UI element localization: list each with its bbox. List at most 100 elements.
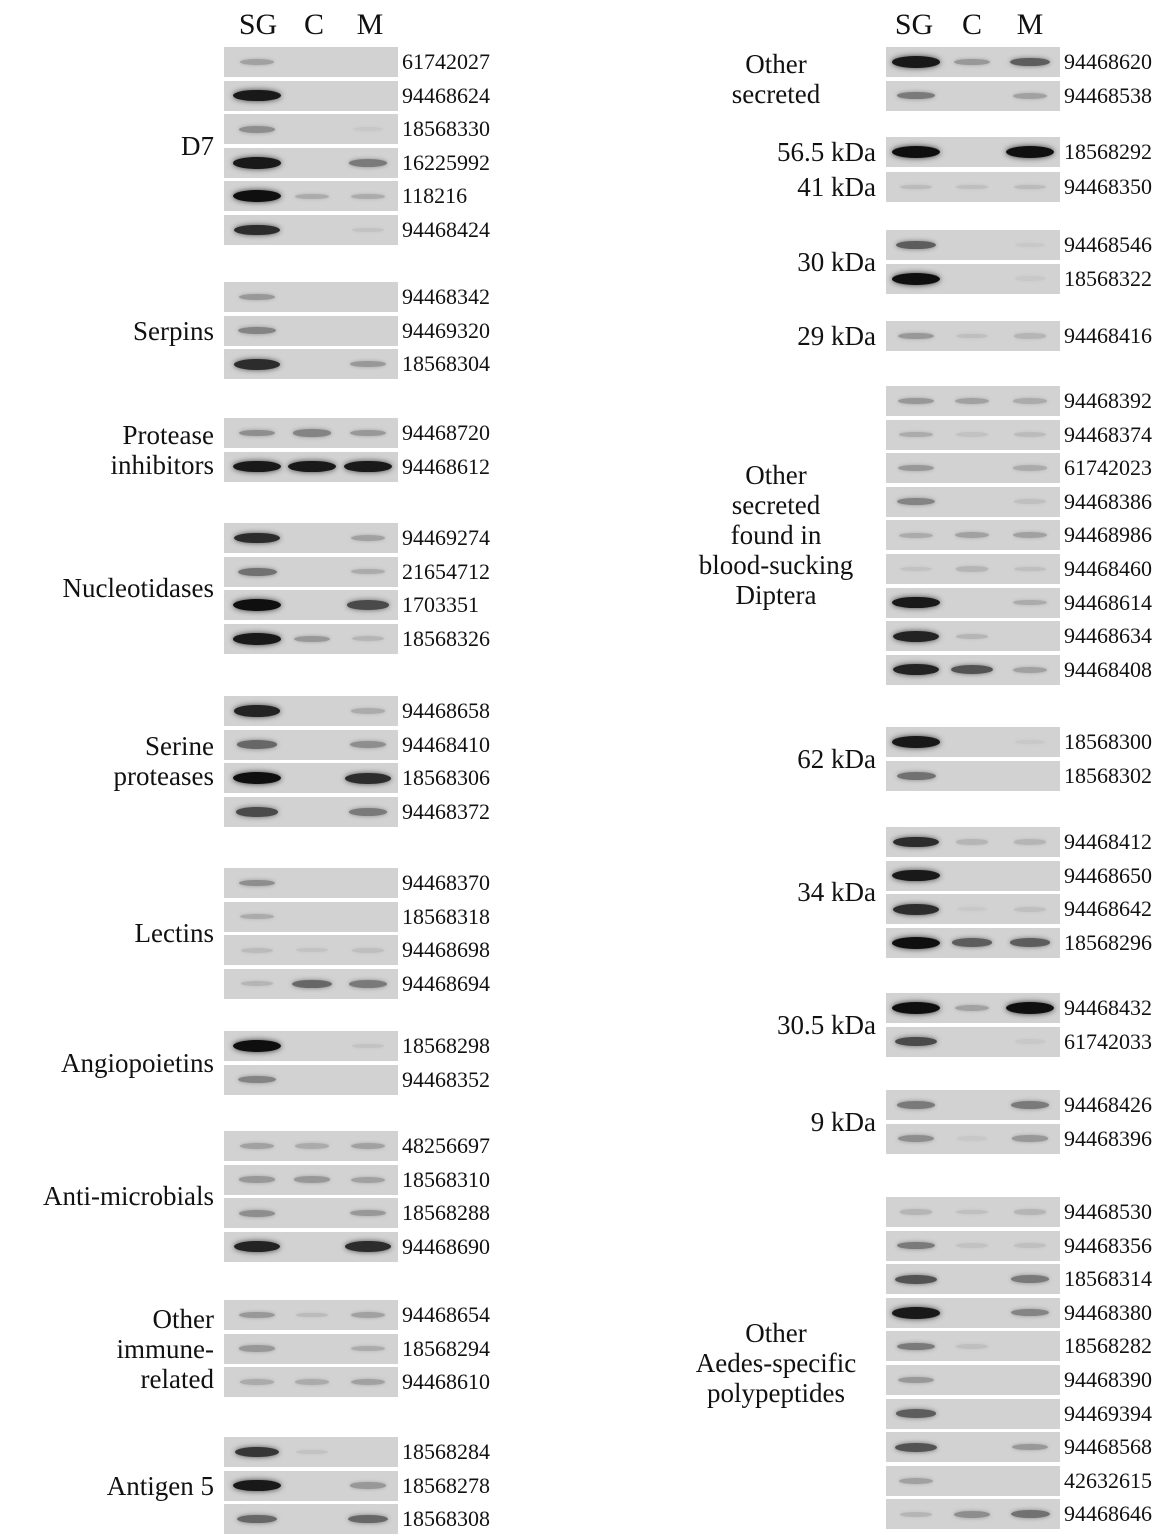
band-lane-m xyxy=(1013,1209,1047,1215)
band-lane-sg xyxy=(238,429,276,437)
gel-row xyxy=(224,215,398,245)
band-lane-sg xyxy=(897,498,935,506)
gel-row xyxy=(886,1026,1060,1057)
accession-label: 94468620 xyxy=(1064,49,1152,74)
accession-label: 94468374 xyxy=(1064,421,1152,447)
band-lane-c xyxy=(288,460,336,473)
group-label: Antigen 5 xyxy=(106,1470,214,1501)
accession-label: 94468614 xyxy=(1064,589,1152,615)
accession-label: 94468530 xyxy=(1064,1199,1152,1224)
group-label: 29 kDa xyxy=(797,321,876,351)
group-label: 30 kDa xyxy=(797,246,876,277)
group-label: Protease inhibitors xyxy=(110,419,214,480)
band-lane-sg xyxy=(238,125,276,133)
band-lane-sg xyxy=(240,913,274,920)
accession-label: 94468370 xyxy=(402,870,490,895)
band-lane-sg xyxy=(240,1379,274,1385)
accession-label: 94468658 xyxy=(402,698,490,723)
band-lane-sg xyxy=(895,1409,937,1418)
band-lane-c xyxy=(296,947,328,953)
gel-row xyxy=(224,418,398,448)
accession-label: 94468432 xyxy=(1064,995,1152,1020)
accession-label: 94469274 xyxy=(402,525,490,550)
accession-label: 94468390 xyxy=(1064,1367,1152,1392)
gel-row xyxy=(224,80,398,111)
gel-row xyxy=(886,1365,1060,1395)
gel-row xyxy=(224,1164,398,1195)
band-lane-c xyxy=(293,429,331,437)
band-lane-sg xyxy=(896,1241,936,1250)
band-lane-sg xyxy=(233,460,281,473)
band-lane-sg xyxy=(239,1143,275,1149)
band-lane-m xyxy=(345,1241,391,1253)
gel-row xyxy=(224,590,398,621)
band-lane-c xyxy=(955,633,989,639)
gel-row xyxy=(224,935,398,966)
band-lane-m xyxy=(1014,1039,1046,1044)
band-lane-sg xyxy=(892,936,940,949)
accession-label: 18568298 xyxy=(402,1033,490,1058)
accession-label: 18568278 xyxy=(402,1472,490,1498)
band-lane-sg xyxy=(233,89,281,102)
group-label: 62 kDa xyxy=(797,743,876,774)
gel-row xyxy=(886,321,1060,351)
gel-row xyxy=(224,763,398,794)
band-lane-m xyxy=(352,227,384,233)
band-lane-c xyxy=(956,1343,988,1349)
band-lane-m xyxy=(1010,1510,1050,1519)
accession-label: 61742027 xyxy=(402,49,490,74)
gel-row xyxy=(886,453,1060,484)
band-lane-sg xyxy=(234,532,280,544)
accession-label: 94468396 xyxy=(1064,1125,1152,1151)
accession-label: 94468624 xyxy=(402,82,490,108)
band-lane-sg xyxy=(894,1036,938,1047)
band-lane-c xyxy=(951,938,993,948)
band-lane-sg xyxy=(240,981,274,987)
accession-label: 1703351 xyxy=(402,592,479,618)
group-label: Anti-microbials xyxy=(43,1181,214,1212)
gel-row xyxy=(886,47,1060,77)
band-lane-m xyxy=(1006,1002,1054,1014)
band-lane-sg xyxy=(892,1002,940,1014)
band-lane-sg xyxy=(898,1477,934,1484)
band-lane-sg xyxy=(892,736,940,748)
accession-label: 94468372 xyxy=(402,798,490,824)
gel-row xyxy=(886,1264,1060,1295)
band-lane-c xyxy=(956,1136,988,1141)
accession-label: 18568326 xyxy=(402,625,490,651)
accession-label: 94468634 xyxy=(1064,623,1152,649)
accession-label: 94468986 xyxy=(1064,522,1152,548)
accession-label: 94468342 xyxy=(402,284,490,309)
band-lane-sg xyxy=(899,532,933,539)
band-lane-c xyxy=(295,1143,329,1149)
band-lane-m xyxy=(351,636,385,642)
band-lane-sg xyxy=(898,1376,934,1384)
band-lane-c xyxy=(954,1005,990,1011)
accession-label: 94468426 xyxy=(1064,1092,1152,1117)
band-lane-m xyxy=(1012,1443,1048,1451)
group-label: Other Aedes-specific polypeptides xyxy=(695,1318,857,1409)
band-lane-m xyxy=(348,158,388,167)
band-lane-sg xyxy=(893,903,939,915)
band-lane-c xyxy=(294,1176,330,1183)
band-lane-sg xyxy=(233,705,281,717)
group-label: D7 xyxy=(181,131,214,161)
band-lane-sg xyxy=(238,879,276,887)
lane-label-m-left: M xyxy=(356,8,384,41)
band-lane-c xyxy=(955,566,989,572)
band-lane-m xyxy=(1013,599,1047,606)
band-lane-sg xyxy=(237,567,277,576)
band-lane-m xyxy=(346,600,390,610)
accession-label: 18568304 xyxy=(402,351,490,377)
accession-label: 94468646 xyxy=(1064,1501,1152,1527)
band-lane-c xyxy=(296,1449,328,1455)
band-lane-sg xyxy=(237,740,277,749)
band-lane-m xyxy=(1014,566,1046,572)
gel-row xyxy=(224,114,398,145)
band-lane-sg xyxy=(898,397,934,405)
gel-row xyxy=(886,894,1060,925)
band-lane-m xyxy=(350,1379,386,1386)
accession-label: 94468392 xyxy=(1064,388,1152,413)
gel-row xyxy=(886,993,1060,1023)
band-lane-sg xyxy=(233,1040,281,1052)
